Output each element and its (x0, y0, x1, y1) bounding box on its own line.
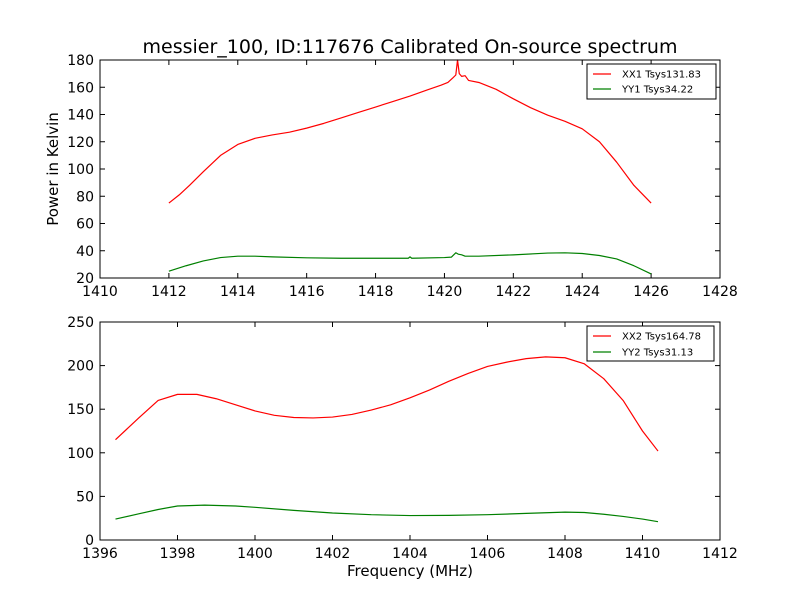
bottom-x-tick-label: 1404 (392, 546, 428, 562)
top-y-tick-label: 120 (67, 135, 94, 151)
top-y-tick-label: 80 (76, 189, 94, 205)
top-x-tick-label: 1412 (151, 284, 187, 300)
top-series-line-xx1 (168, 59, 652, 204)
top-x-tick-label: 1418 (358, 284, 394, 300)
top-y-tick-label: 100 (67, 162, 94, 178)
bottom-legend-label-xx2: XX2 Tsys164.78 (622, 332, 701, 343)
bottom-subplot: 1396 1398 1400 1402 1404 1406 1408 1410 1412 0 50 1… (67, 315, 738, 580)
top-subplot-ticks: 1410 1412 1414 1416 1418 1420 1422 1424 1426 1428… (67, 53, 738, 300)
bottom-x-tick-label: 1408 (547, 546, 583, 562)
chart-title: messier_100, ID:117676 Calibrated On-sou… (143, 36, 678, 58)
top-y-tick-label: 40 (76, 244, 94, 260)
top-subplot: 1410 1412 1414 1416 1418 1420 1422 1424 1426 1428… (44, 53, 738, 300)
bottom-x-tick-label: 1412 (702, 546, 738, 562)
top-subplot-lines (168, 59, 652, 275)
bottom-y-tick-label: 250 (67, 315, 94, 331)
top-legend-label-yy1: YY1 Tsys34.22 (621, 85, 693, 96)
top-series-line-yy1 (168, 252, 652, 275)
bottom-subplot-frame (99, 321, 721, 541)
top-x-tick-label: 1414 (220, 284, 256, 300)
top-y-tick-label: 140 (67, 108, 94, 124)
top-x-tick-label: 1424 (564, 284, 600, 300)
bottom-x-tick-label: 1402 (315, 546, 351, 562)
bottom-y-tick-label: 200 (67, 359, 94, 375)
top-y-tick-label: 20 (76, 271, 94, 287)
top-x-tick-label: 1426 (633, 284, 669, 300)
bottom-x-tick-label: 1398 (160, 546, 196, 562)
top-legend-label-xx1: XX1 Tsys131.83 (622, 70, 701, 81)
top-y-axis-label: Power in Kelvin (44, 112, 62, 226)
bottom-series-line-xx2 (115, 356, 659, 452)
top-x-tick-label: 1410 (82, 284, 118, 300)
bottom-legend-box (586, 325, 715, 362)
bottom-y-tick-label: 100 (67, 446, 94, 462)
bottom-x-tick-label: 1410 (625, 546, 661, 562)
bottom-legend: XX2 Tsys164.78 YY2 Tsys31.13 (586, 325, 715, 362)
top-x-tick-label: 1420 (427, 284, 463, 300)
bottom-x-tick-label: 1396 (82, 546, 118, 562)
top-y-tick-label: 180 (67, 53, 94, 69)
top-legend-box (586, 63, 717, 100)
bottom-y-tick-label: 150 (67, 402, 94, 418)
top-x-tick-label: 1422 (496, 284, 532, 300)
bottom-y-tick-label: 0 (85, 533, 94, 549)
top-subplot-frame (99, 59, 721, 279)
bottom-x-axis-label: Frequency (MHz) (347, 562, 473, 580)
top-y-tick-label: 160 (67, 80, 94, 96)
bottom-legend-label-yy2: YY2 Tsys31.13 (621, 348, 693, 359)
top-y-tick-label: 60 (76, 217, 94, 233)
bottom-y-tick-label: 50 (76, 489, 94, 505)
bottom-x-tick-label: 1406 (470, 546, 506, 562)
top-legend: XX1 Tsys131.83 YY1 Tsys34.22 (586, 63, 717, 100)
bottom-x-tick-label: 1400 (237, 546, 273, 562)
top-x-tick-label: 1416 (289, 284, 325, 300)
top-x-tick-label: 1428 (702, 284, 738, 300)
bottom-subplot-ticks: 1396 1398 1400 1402 1404 1406 1408 1410 1412 0 50 1… (67, 315, 738, 562)
bottom-series-line-yy2 (115, 504, 659, 523)
bottom-subplot-lines (115, 356, 659, 523)
